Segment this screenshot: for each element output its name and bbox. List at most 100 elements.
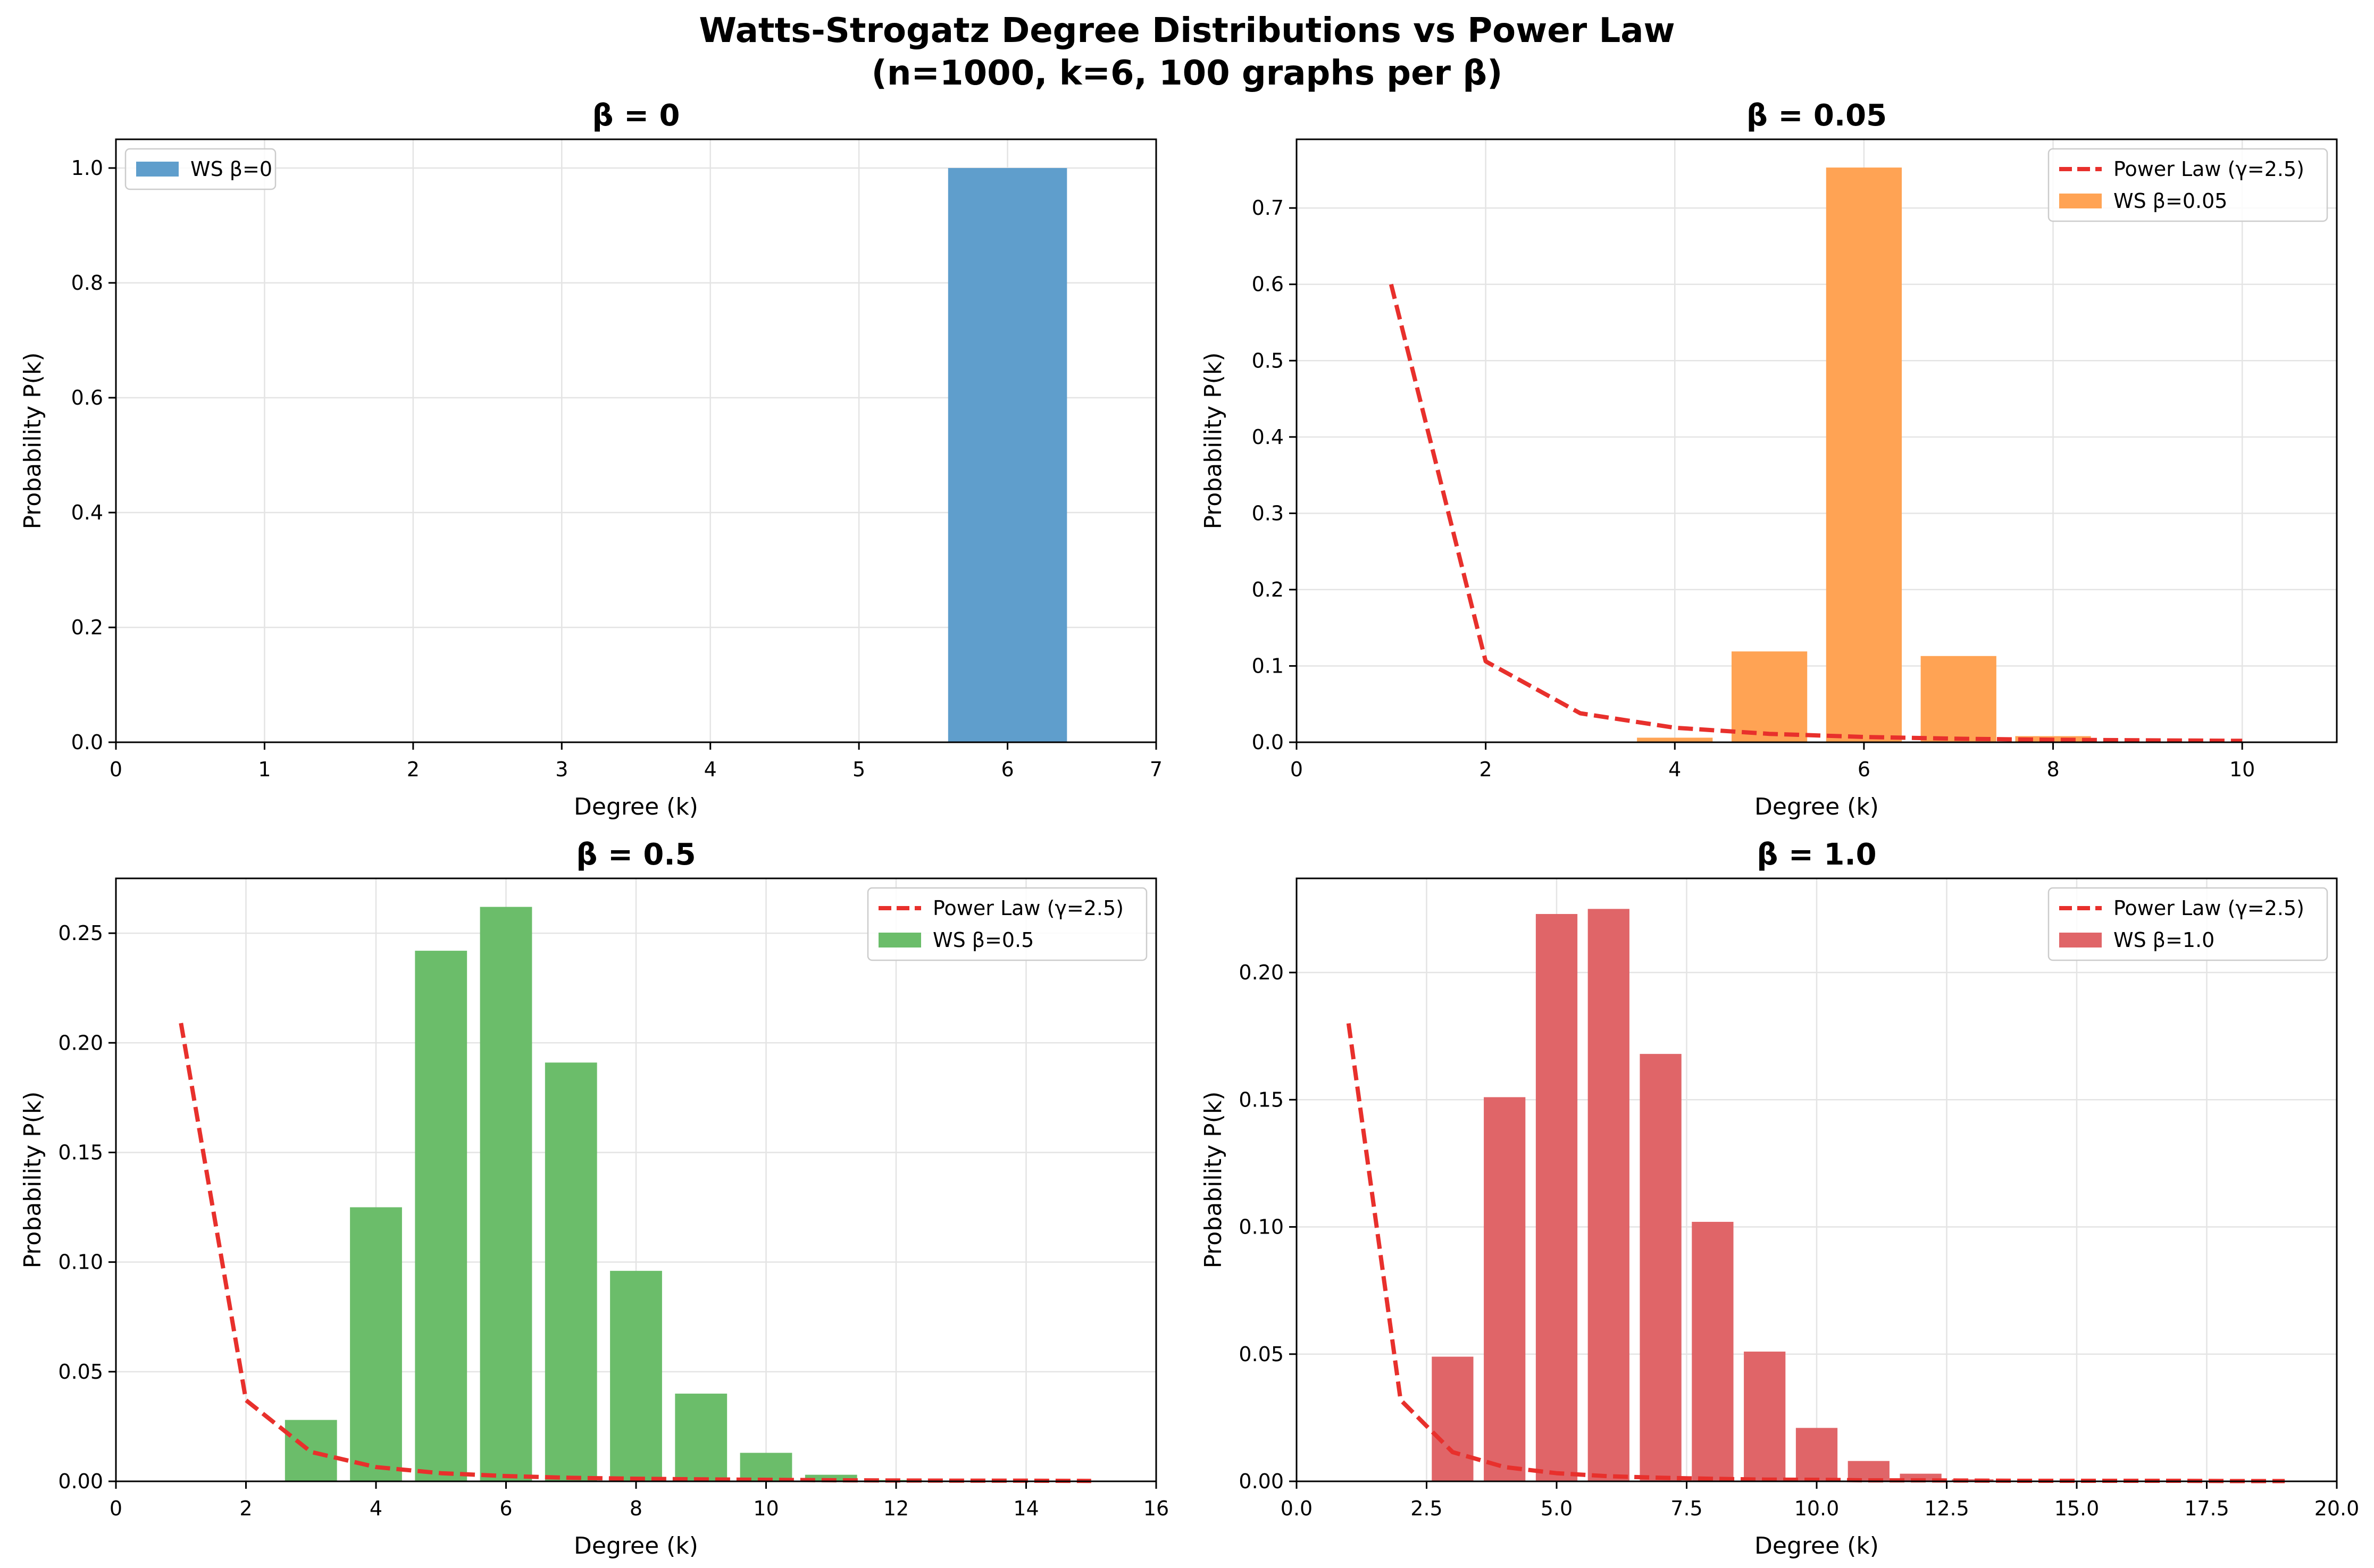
figure-title: Watts-Strogatz Degree Distributions vs P… [0,10,2374,95]
x-tick-label: 2 [239,1497,252,1520]
y-tick-label: 0.05 [1239,1343,1284,1366]
bar [1920,656,1996,742]
x-axis-label: Degree (k) [574,793,698,820]
legend-label: Power Law (γ=2.5) [2113,896,2304,920]
subplot-2: 0 2 4 6 8 10 0.0 0.1 0.2 0.3 0.4 0.5 0.6 0.7 β = 0.05 D… [1200,98,2338,820]
figure-title-line-2: (n=1000, k=6, 100 graphs per β) [871,54,1503,93]
subplot-1: 0 1 2 3 4 5 6 7 0.0 0.2 0.4 0.6 0.8 1.0 β = 0 Degree (k… [19,98,1163,820]
y-tick-label: 0.25 [58,921,103,945]
x-tick-label: 7 [1150,758,1163,781]
x-tick-label: 1 [258,758,271,781]
x-tick-label: 12 [883,1497,909,1520]
x-tick-label: 4 [704,758,717,781]
bar [1731,651,1808,742]
y-tick-label: 0.2 [71,616,103,639]
subplot-title: β = 0 [592,98,680,133]
y-tick-label: 0.4 [71,501,103,524]
bar [545,1062,597,1481]
y-tick-label: 0.15 [58,1141,103,1164]
x-tick-label: 16 [1143,1497,1169,1520]
x-axis-label: Degree (k) [1754,1532,1879,1559]
x-tick-label: 0.0 [1281,1497,1313,1520]
legend: WS β=0 [124,148,277,190]
legend-box [124,148,277,190]
legend-swatch-bar [136,162,179,177]
subplot-title: β = 0.5 [576,837,696,872]
legend-swatch-bar [2059,194,2102,208]
bar [1826,167,1902,743]
figure-title-line-1: Watts-Strogatz Degree Distributions vs P… [699,11,1675,51]
x-tick-label: 14 [1013,1497,1039,1520]
legend-box [2047,887,2328,961]
x-tick-label: 5.0 [1541,1497,1573,1520]
x-tick-label: 8 [630,1497,642,1520]
subplot-3: 0 2 4 6 8 10 12 14 16 0.00 0.05 0.10 0.15 0.20 0.25 β =… [19,837,1169,1559]
bar [1432,1356,1474,1481]
y-tick-label: 0.7 [1252,196,1284,220]
y-tick-label: 0.10 [1239,1215,1284,1239]
bar [1744,1351,1786,1481]
x-tick-label: 10 [2229,758,2255,781]
legend: Power Law (γ=2.5) WS β=1.0 [2047,887,2328,961]
x-tick-label: 0 [110,758,122,781]
legend-label: WS β=0.5 [933,928,1034,952]
x-tick-label: 3 [555,758,568,781]
legend: Power Law (γ=2.5) WS β=0.05 [2047,148,2328,222]
legend-label: WS β=0 [190,157,272,181]
x-tick-label: 6 [1858,758,1870,781]
legend-swatch-bar [879,933,921,947]
y-tick-label: 0.6 [1252,273,1284,296]
bar [415,951,467,1481]
x-tick-label: 2.5 [1410,1497,1442,1520]
y-tick-label: 0.1 [1252,654,1284,677]
bar [1587,909,1629,1481]
legend-box [867,887,1148,961]
y-tick-label: 0.2 [1252,578,1284,601]
x-tick-label: 17.5 [2184,1497,2229,1520]
subplot-title: β = 1.0 [1757,837,1876,872]
y-tick-label: 0.20 [1239,961,1284,984]
power-law-line [1389,283,2243,743]
y-tick-label: 0.8 [71,271,103,295]
subplot-title: β = 0.05 [1746,98,1887,133]
bar [480,907,532,1481]
x-tick-label: 4 [1668,758,1681,781]
y-tick-label: 0.0 [71,731,103,754]
bar [1484,1097,1526,1481]
x-tick-label: 10.0 [1794,1497,1840,1520]
x-tick-label: 4 [370,1497,382,1520]
x-tick-label: 7.5 [1670,1497,1702,1520]
y-tick-label: 0.5 [1252,349,1284,372]
x-tick-label: 2 [407,758,420,781]
bar [1795,1428,1838,1481]
y-axis-label: Probability P(k) [1200,1092,1227,1269]
y-tick-label: 0.20 [58,1031,103,1054]
y-tick-label: 0.4 [1252,425,1284,449]
legend-box [2047,148,2328,222]
x-tick-label: 10 [753,1497,779,1520]
legend-label: Power Law (γ=2.5) [2113,157,2304,181]
bar [1952,1479,1994,1481]
x-tick-label: 2 [1479,758,1492,781]
bar [610,1271,662,1481]
x-axis-label: Degree (k) [574,1532,698,1559]
bar [1637,737,1713,742]
y-tick-label: 1.0 [71,156,103,180]
y-tick-label: 0.15 [1239,1088,1284,1111]
y-tick-label: 0.6 [71,386,103,409]
y-tick-label: 0.05 [58,1360,103,1383]
x-tick-label: 0 [110,1497,122,1520]
legend-label: Power Law (γ=2.5) [933,896,1124,920]
axes-frame [1295,138,2338,743]
y-tick-label: 0.00 [1239,1470,1284,1493]
y-tick-label: 0.0 [1252,731,1284,754]
x-tick-label: 5 [852,758,865,781]
bar [1640,1054,1682,1481]
legend-swatch-bar [2059,933,2102,947]
x-tick-label: 6 [499,1497,512,1520]
legend-label: WS β=0.05 [2113,189,2227,213]
x-axis-label: Degree (k) [1754,793,1879,820]
bar [350,1207,402,1481]
x-tick-label: 6 [1001,758,1014,781]
